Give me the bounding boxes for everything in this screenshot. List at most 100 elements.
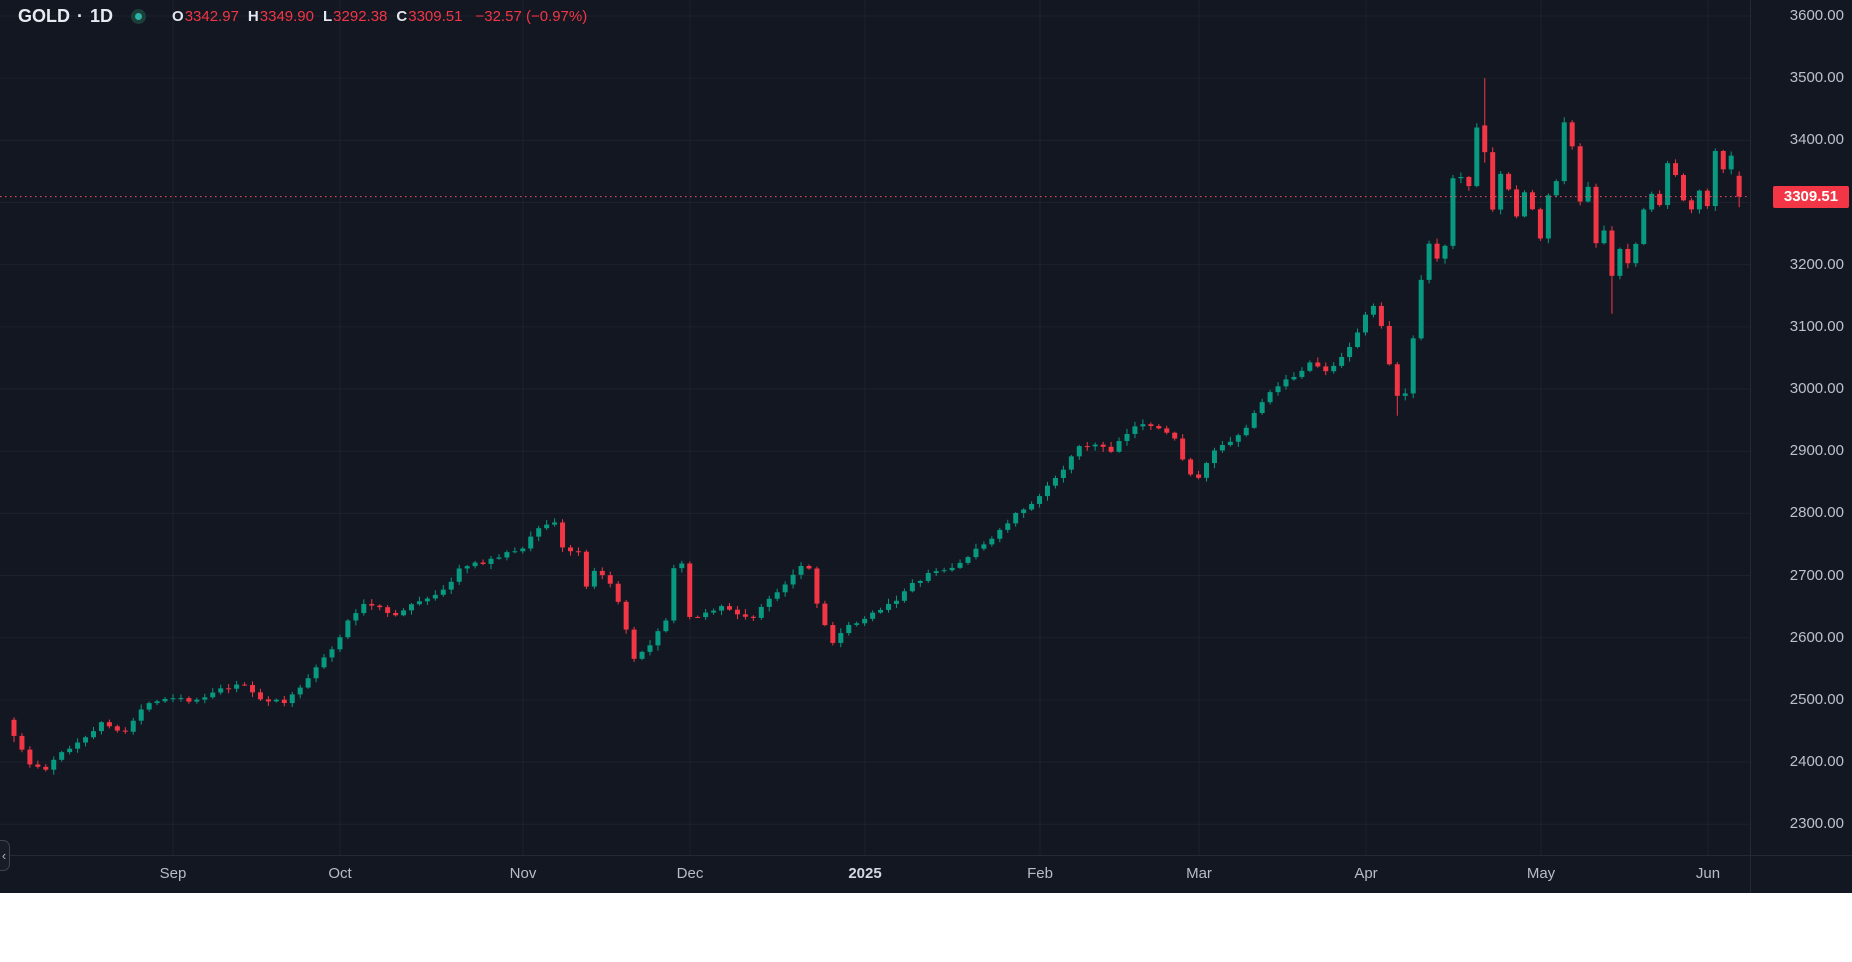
time-axis-label: Jun: [1695, 865, 1721, 882]
candle-body: [1561, 122, 1567, 182]
candle-body: [202, 697, 208, 700]
candle-body: [623, 601, 629, 630]
candle-body: [1291, 376, 1297, 380]
candle-body: [1084, 446, 1090, 448]
high-value: 3349.90: [259, 7, 314, 25]
candle-body: [1577, 146, 1583, 202]
price-axis-label: 3400.00: [1789, 131, 1844, 149]
collapse-left-panel-handle[interactable]: ‹: [0, 840, 10, 871]
candle-body: [1060, 469, 1066, 479]
candle-body: [575, 551, 581, 553]
candle-body: [1045, 485, 1050, 497]
price-axis-label: 2500.00: [1789, 690, 1844, 708]
candlestick-chart[interactable]: [0, 0, 1750, 855]
candle-body: [1363, 314, 1368, 333]
candle-body: [472, 562, 478, 567]
candle-body: [655, 631, 661, 646]
time-axis-label: Sep: [159, 865, 187, 882]
candle-body: [1148, 424, 1154, 427]
candle-body: [146, 703, 152, 710]
chart-plot-area[interactable]: [0, 0, 1750, 855]
candle-body: [1267, 392, 1273, 403]
candle-body: [496, 557, 502, 559]
candle-body: [870, 612, 876, 619]
candle-body: [1029, 503, 1035, 510]
candle-body: [1331, 365, 1337, 372]
candle-body: [1609, 230, 1615, 276]
candle-body: [321, 657, 327, 668]
candle-body: [1625, 248, 1631, 264]
candle-body: [607, 575, 613, 584]
candle-body: [281, 699, 287, 704]
candle-body: [1132, 426, 1138, 434]
chevron-left-icon: ‹: [1, 848, 7, 863]
chart-legend: GOLD · 1D O 3342.97 H 3349.90 L 3292.38: [18, 2, 587, 30]
candle-body: [1712, 150, 1718, 207]
candle-body: [599, 570, 605, 576]
candle-body: [297, 687, 303, 695]
candle-body: [67, 748, 73, 753]
candle-body: [1482, 125, 1488, 153]
symbol-name: GOLD: [18, 5, 70, 26]
candle-body: [98, 722, 104, 732]
candle-body: [671, 568, 677, 621]
close-value: 3309.51: [408, 7, 463, 25]
candle-body: [838, 633, 844, 643]
candle-body: [806, 565, 812, 569]
candle-body: [345, 620, 351, 638]
candle-body: [647, 645, 653, 652]
candle-body: [178, 698, 184, 700]
candle-body: [1299, 370, 1305, 377]
candle-body: [774, 592, 780, 599]
candle-body: [639, 651, 645, 659]
candle-body: [1196, 474, 1202, 478]
candle-body: [488, 558, 494, 564]
candle-body: [1514, 189, 1520, 217]
candle-body: [798, 565, 804, 575]
time-axis-label: Apr: [1354, 865, 1378, 882]
candle-body: [1204, 463, 1209, 478]
candle-body: [583, 551, 589, 587]
candle-body: [1211, 450, 1217, 464]
candle-body: [1180, 438, 1186, 460]
open-pair: O 3342.97: [172, 8, 239, 25]
time-axis[interactable]: Sep Oct Nov Dec 2025 Feb Mar Apr May Jun: [0, 855, 1852, 894]
candle-body: [1355, 332, 1361, 348]
candle-body: [1490, 152, 1496, 210]
last-price-badge: 3309.51: [1773, 185, 1849, 208]
candle-body: [568, 547, 573, 552]
candle-body: [1251, 413, 1257, 428]
candle-body: [1013, 513, 1019, 524]
interval-label: 1D: [90, 5, 114, 26]
candle-body: [981, 544, 987, 549]
candle-body: [27, 749, 33, 765]
candle-body: [257, 692, 263, 700]
ohlc-values: O 3342.97 H 3349.90 L 3292.38 C 3309.51 …: [172, 8, 587, 25]
candle-body: [75, 742, 81, 749]
market-status-icon[interactable]: [135, 12, 143, 20]
candle-body: [361, 603, 367, 614]
symbol-row[interactable]: GOLD · 1D: [18, 6, 113, 27]
candle-body: [719, 606, 725, 611]
candle-body: [997, 529, 1003, 539]
price-axis[interactable]: 3309.51 3600.00 3500.00 3400.00 3200.00 3100…: [1750, 0, 1852, 855]
candle-body: [1601, 230, 1607, 244]
candle-body: [385, 607, 391, 613]
candle-body: [114, 726, 120, 731]
candle-body: [1323, 366, 1329, 372]
candle-body: [734, 609, 740, 615]
candle-body: [909, 582, 915, 592]
candle-body: [520, 548, 526, 552]
legend-separator: ·: [77, 5, 83, 26]
candle-body: [925, 572, 931, 581]
candle-body: [1283, 379, 1289, 387]
candle-body: [1545, 195, 1551, 239]
candle-body: [1466, 177, 1472, 187]
candle-body: [1458, 177, 1464, 179]
candle-body: [1243, 427, 1249, 436]
candle-body: [1434, 243, 1440, 259]
candle-body: [1235, 435, 1241, 442]
candle-body: [1585, 186, 1591, 202]
candle-body: [1092, 444, 1098, 447]
candle-body: [1617, 248, 1623, 276]
